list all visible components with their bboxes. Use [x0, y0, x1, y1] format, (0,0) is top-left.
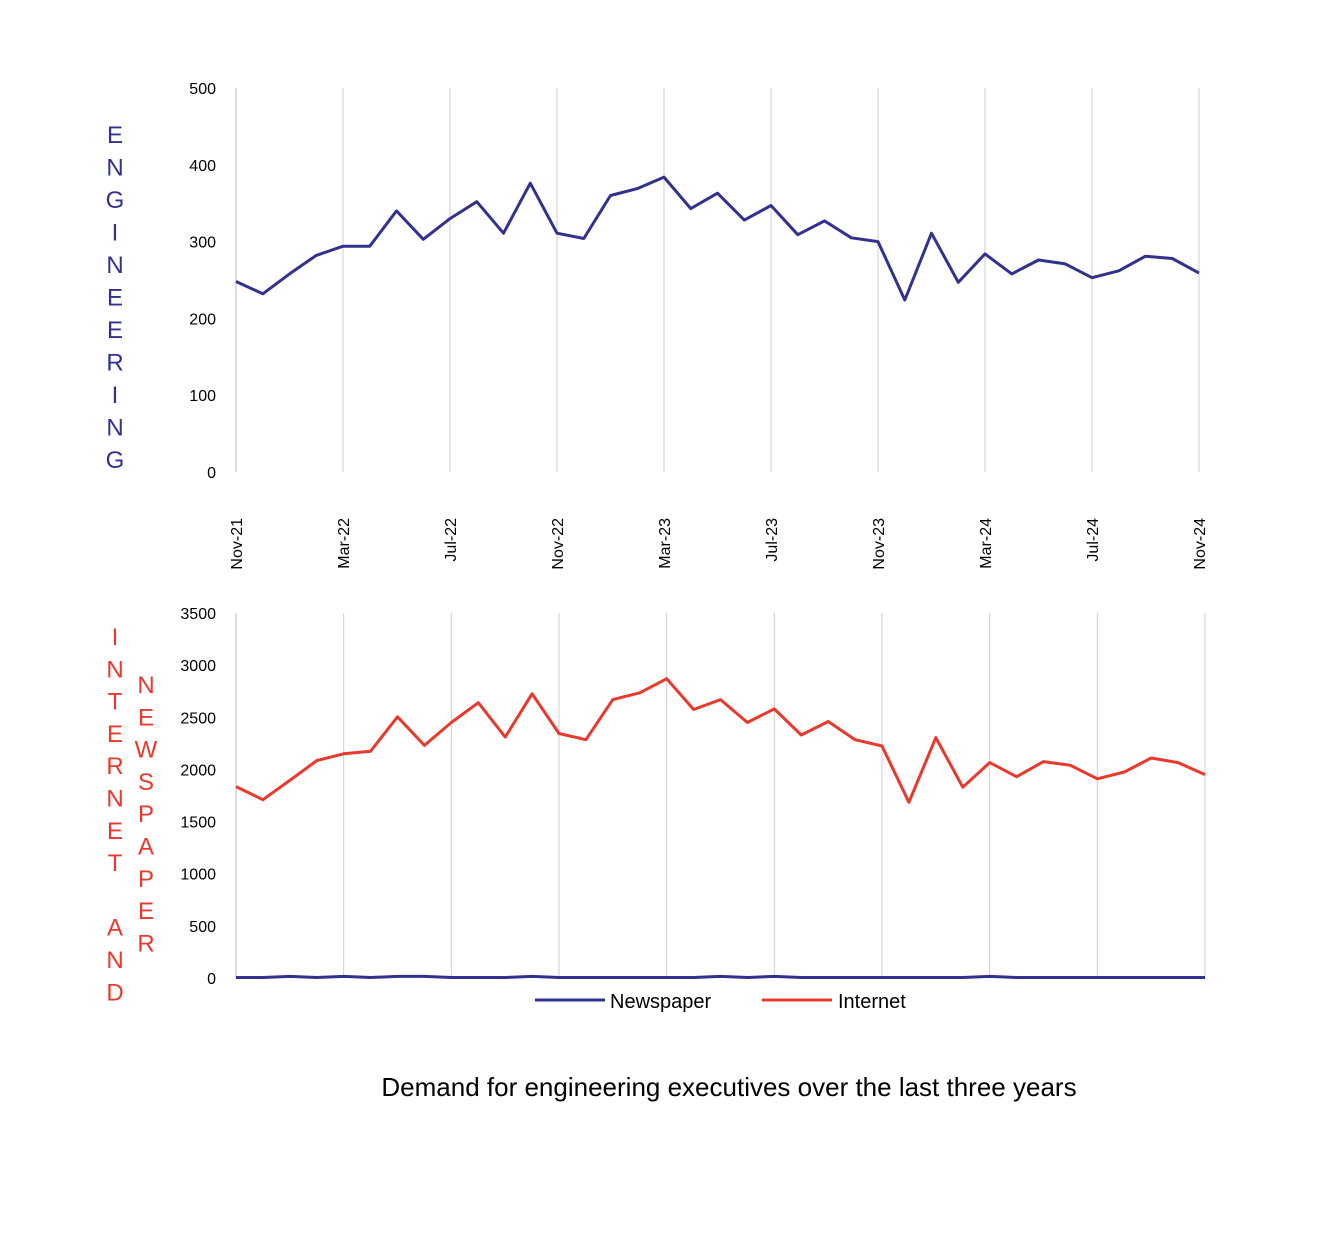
engineering-y-tick-label: 400 [189, 158, 216, 175]
engineering-x-tick-label: Jul-23 [764, 518, 781, 562]
internet-and-y-label-letter: A [107, 915, 123, 942]
newspaper-y-label-letter: E [138, 898, 154, 925]
engineering-y-tick-label: 0 [207, 465, 216, 482]
engineering-y-label-letter: E [107, 317, 123, 344]
engineering-x-tick-label: Mar-22 [336, 518, 353, 569]
internet-newspaper-y-tick-label: 1000 [180, 867, 216, 884]
engineering-y-label-letter: G [106, 447, 125, 474]
engineering-gridlines [342, 88, 1200, 472]
internet-series-line [235, 677, 1206, 804]
engineering-y-ticks: 0 100 200 300 400 500 [189, 81, 216, 482]
engineering-y-tick-label: 500 [189, 81, 216, 98]
internet-and-y-label-letter: R [106, 753, 123, 780]
internet-newspaper-y-tick-label: 1500 [180, 815, 216, 832]
internet-and-y-label-letter: T [108, 689, 123, 716]
newspaper-y-label-letter: E [138, 704, 154, 731]
internet-newspaper-y-tick-label: 2000 [180, 762, 216, 779]
engineering-x-tick-label: Nov-21 [229, 518, 246, 570]
newspaper-y-label-letter: W [135, 737, 158, 764]
engineering-x-tick-label: Nov-23 [871, 518, 888, 570]
engineering-y-tick-label: 300 [189, 235, 216, 252]
internet-and-y-label-letter: I [112, 624, 119, 651]
internet-newspaper-y-tick-label: 500 [189, 919, 216, 936]
newspaper-y-label-letter: S [138, 769, 154, 796]
engineering-y-label-letter: N [106, 252, 123, 279]
engineering-x-tick-label: Mar-24 [978, 518, 995, 569]
internet-newspaper-y-tick-label: 2500 [180, 710, 216, 727]
newspaper-series-line [236, 974, 1205, 979]
internet-and-y-label-letter: E [107, 818, 123, 845]
newspaper-y-label-letter: P [138, 801, 154, 828]
internet-newspaper-y-tick-label: 3000 [180, 658, 216, 675]
newspaper-y-label-letter: N [137, 672, 154, 699]
internet-newspaper-y-ticks: 0 500 1000 1500 2000 2500 3000 3500 [180, 606, 216, 988]
engineering-x-tick-label: Jul-24 [1085, 518, 1102, 562]
internet-and-y-label-letter: T [108, 850, 123, 877]
internet-and-y-label-letter: N [106, 656, 123, 683]
engineering-y-tick-label: 200 [189, 311, 216, 328]
internet-and-y-label-letter: N [106, 947, 123, 974]
newspaper-y-label-letter: A [138, 834, 154, 861]
internet-and-y-label-letter: D [106, 979, 123, 1006]
engineering-x-ticks: Nov-21 Mar-22 Jul-22 Nov-22 Mar-23 Jul-23 Nov-… [229, 518, 1209, 570]
engineering-x-tick-label: Nov-22 [550, 518, 567, 570]
engineering-y-label-letter: R [106, 350, 123, 377]
legend-newspaper-label: Newspaper [610, 991, 712, 1013]
engineering-series-line [235, 175, 1200, 302]
internet-newspaper-y-tick-label: 3500 [180, 606, 216, 623]
legend-internet-label: Internet [838, 991, 906, 1013]
newspaper-y-label-letter: P [138, 866, 154, 893]
newspaper-y-label-letter: R [137, 930, 154, 957]
chart-caption: Demand for engineering executives over t… [381, 1072, 1076, 1102]
engineering-y-tick-label: 100 [189, 388, 216, 405]
engineering-y-label-letter: E [107, 285, 123, 312]
engineering-y-label-letter: G [106, 187, 125, 214]
engineering-y-label-letter: E [107, 122, 123, 149]
engineering-x-tick-label: Nov-24 [1192, 518, 1209, 570]
internet-and-y-label-letter: N [106, 786, 123, 813]
engineering-y-label-letter: I [112, 382, 119, 409]
engineering-y-label-letter: N [106, 415, 123, 442]
internet-and-y-label-letter: E [107, 721, 123, 748]
engineering-y-label-letter: N [106, 155, 123, 182]
engineering-x-tick-label: Jul-22 [443, 518, 460, 562]
internet-newspaper-gridlines [343, 613, 1206, 978]
legend: Newspaper Internet [535, 991, 906, 1013]
engineering-x-tick-label: Mar-23 [657, 518, 674, 569]
engineering-y-label-letter: I [112, 220, 119, 247]
internet-newspaper-y-tick-label: 0 [207, 971, 216, 988]
